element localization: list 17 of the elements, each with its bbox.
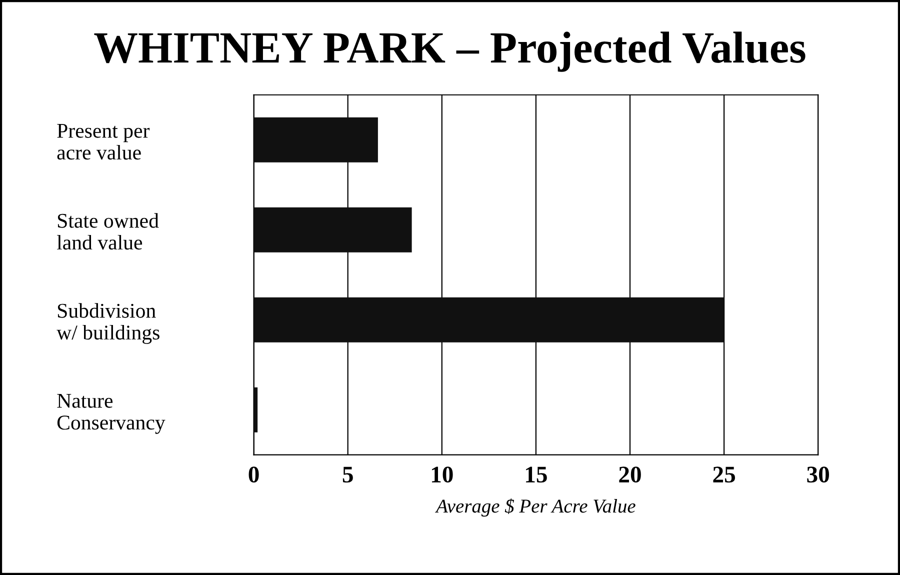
x-tick-label: 0 (248, 466, 259, 483)
y-tick-label: Subdivision w/ buildings (56, 303, 160, 344)
x-tick-label: 30 (807, 466, 830, 483)
bar (254, 117, 378, 162)
bar (254, 387, 258, 432)
bar (254, 207, 412, 252)
x-tick-label: 20 (619, 466, 641, 483)
x-tick-label: 5 (342, 466, 353, 483)
x-tick-label: 15 (526, 466, 547, 483)
y-tick-label: State owned land value (56, 213, 159, 250)
chart-title: WHITNEY PARK – Projected Values (94, 32, 806, 72)
y-tick-label: Present per acre value (57, 124, 150, 160)
bar (254, 297, 724, 342)
y-tick-label: Nature Conservancy (57, 394, 166, 434)
x-axis-title: Average $ Per Acre Value (434, 498, 636, 517)
x-tick-label: 25 (713, 466, 735, 483)
x-tick-label: 10 (432, 466, 453, 483)
